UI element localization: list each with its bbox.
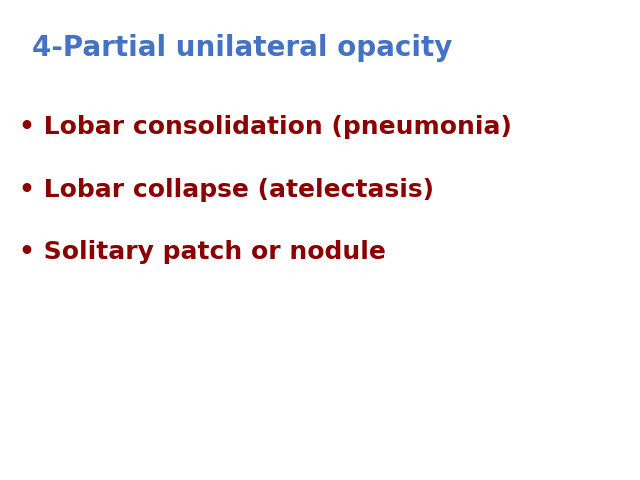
Text: • Lobar collapse (atelectasis): • Lobar collapse (atelectasis) — [19, 178, 434, 202]
Text: 4-Partial unilateral opacity: 4-Partial unilateral opacity — [32, 34, 452, 61]
Text: • Solitary patch or nodule: • Solitary patch or nodule — [19, 240, 386, 264]
Text: • Lobar consolidation (pneumonia): • Lobar consolidation (pneumonia) — [19, 115, 512, 139]
